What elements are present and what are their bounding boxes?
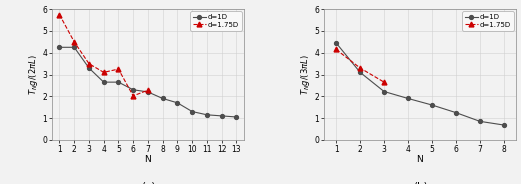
d=1.75D [86,63,92,65]
Text: (b): (b) [413,182,427,184]
d=1.75D [115,68,121,70]
d=1D [501,124,507,126]
d=1D [159,97,166,100]
Legend: d=1D, d=1.75D: d=1D, d=1.75D [463,11,514,31]
d=1D [56,46,63,48]
Legend: d=1D, d=1.75D: d=1D, d=1.75D [190,11,242,31]
d=1D [357,71,363,73]
d=1D [86,67,92,69]
X-axis label: N: N [417,155,424,164]
d=1D [477,120,483,122]
Line: d=1.75D: d=1.75D [57,12,151,98]
Y-axis label: $T_N g/(3\pi L)$: $T_N g/(3\pi L)$ [299,54,312,95]
d=1D [174,102,180,104]
d=1D [130,89,137,91]
d=1D [218,115,225,117]
d=1D [145,91,151,93]
d=1D [333,42,339,44]
d=1.75D [145,89,151,91]
d=1D [189,110,195,113]
d=1D [71,46,77,48]
d=1D [429,104,435,106]
d=1D [381,90,387,93]
Line: d=1D: d=1D [334,41,506,127]
d=1.75D [101,71,107,73]
d=1.75D [130,95,137,97]
d=1D [204,114,210,116]
d=1.75D [333,48,339,51]
Y-axis label: $T_N g/(2\pi L)$: $T_N g/(2\pi L)$ [27,54,40,95]
d=1D [233,116,240,118]
X-axis label: N: N [144,155,151,164]
Line: d=1.75D: d=1.75D [334,47,387,85]
d=1.75D [71,41,77,43]
Line: d=1D: d=1D [57,45,238,119]
d=1D [405,97,411,100]
d=1.75D [56,14,63,16]
d=1D [115,81,121,83]
d=1D [453,112,459,114]
d=1.75D [381,81,387,83]
d=1.75D [357,67,363,69]
d=1D [101,81,107,83]
Text: (a): (a) [141,182,155,184]
